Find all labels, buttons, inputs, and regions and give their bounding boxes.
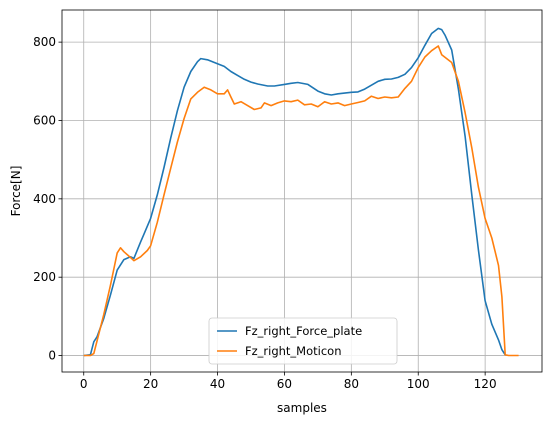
legend-label: Fz_right_Force_plate bbox=[245, 324, 362, 338]
x-tick-label: 80 bbox=[344, 377, 359, 391]
x-tick-label: 120 bbox=[474, 377, 497, 391]
legend: Fz_right_Force_plate Fz_right_Moticon bbox=[208, 317, 398, 365]
y-tick-label: 0 bbox=[48, 349, 56, 363]
x-tick-label: 20 bbox=[143, 377, 158, 391]
x-axis-ticks: 0 20 40 60 80 100 120 bbox=[80, 372, 497, 391]
x-tick-label: 40 bbox=[210, 377, 225, 391]
legend-label: Fz_right_Moticon bbox=[245, 344, 341, 358]
y-tick-label: 200 bbox=[33, 270, 56, 284]
series-lines bbox=[83, 27, 519, 357]
legend-box bbox=[208, 317, 398, 365]
series-line-0 bbox=[83, 27, 506, 357]
grid bbox=[62, 10, 542, 372]
plot-background bbox=[62, 10, 542, 372]
x-tick-label: 100 bbox=[407, 377, 430, 391]
x-tick-label: 60 bbox=[277, 377, 292, 391]
series-line-1 bbox=[83, 45, 519, 357]
y-axis-label: Force[N] bbox=[9, 166, 23, 217]
y-axis-ticks: 0 200 400 600 800 bbox=[33, 35, 62, 363]
x-tick-label: 0 bbox=[80, 377, 88, 391]
y-tick-label: 600 bbox=[33, 113, 56, 127]
y-tick-label: 800 bbox=[33, 35, 56, 49]
x-axis-label: samples bbox=[277, 401, 327, 415]
plot-frame bbox=[61, 9, 543, 373]
y-tick-label: 400 bbox=[33, 192, 56, 206]
